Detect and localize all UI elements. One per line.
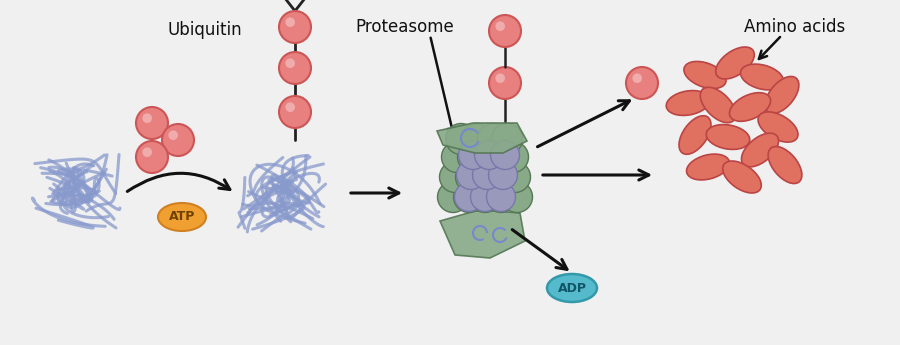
Circle shape [470, 181, 500, 213]
Circle shape [455, 161, 487, 193]
Circle shape [454, 181, 484, 213]
Circle shape [454, 183, 483, 211]
Circle shape [489, 67, 521, 99]
Ellipse shape [716, 47, 754, 79]
Ellipse shape [758, 112, 798, 142]
Ellipse shape [547, 274, 597, 302]
Circle shape [490, 141, 520, 172]
Circle shape [498, 141, 528, 172]
Ellipse shape [742, 133, 778, 167]
Circle shape [162, 124, 194, 156]
Ellipse shape [706, 125, 750, 149]
Circle shape [478, 124, 508, 155]
Ellipse shape [684, 61, 726, 89]
Circle shape [500, 161, 530, 193]
Circle shape [472, 160, 501, 189]
Ellipse shape [723, 161, 761, 193]
Circle shape [442, 141, 472, 172]
Ellipse shape [700, 87, 735, 123]
Text: Proteasome: Proteasome [356, 18, 454, 36]
Ellipse shape [765, 77, 799, 114]
Text: Ubiquitin: Ubiquitin [167, 21, 242, 39]
Circle shape [474, 140, 503, 169]
Ellipse shape [768, 147, 802, 184]
Circle shape [279, 52, 311, 84]
Circle shape [485, 181, 517, 213]
Circle shape [279, 11, 311, 43]
Text: ATP: ATP [169, 210, 195, 224]
Circle shape [472, 161, 502, 193]
Ellipse shape [158, 203, 206, 231]
Circle shape [626, 67, 658, 99]
Circle shape [142, 114, 152, 123]
Ellipse shape [741, 64, 784, 90]
Circle shape [501, 181, 533, 213]
Circle shape [489, 15, 521, 47]
Circle shape [136, 141, 168, 173]
Circle shape [458, 140, 488, 169]
Circle shape [437, 181, 469, 213]
Circle shape [495, 21, 505, 31]
Ellipse shape [679, 116, 711, 154]
Polygon shape [440, 211, 525, 258]
Circle shape [168, 130, 178, 140]
Circle shape [285, 58, 295, 68]
Circle shape [488, 161, 518, 193]
Circle shape [489, 160, 518, 189]
Circle shape [285, 102, 295, 112]
Ellipse shape [729, 93, 770, 121]
Circle shape [633, 73, 642, 83]
Circle shape [491, 124, 523, 155]
Text: Amino acids: Amino acids [744, 18, 846, 36]
Circle shape [285, 17, 295, 27]
Circle shape [462, 124, 492, 155]
Circle shape [487, 183, 516, 211]
Circle shape [471, 183, 500, 211]
Text: ADP: ADP [557, 282, 587, 295]
Circle shape [456, 160, 485, 189]
Polygon shape [437, 123, 527, 153]
Ellipse shape [687, 154, 730, 180]
Circle shape [136, 107, 168, 139]
Ellipse shape [666, 91, 710, 116]
Circle shape [279, 96, 311, 128]
Circle shape [446, 124, 476, 155]
Circle shape [142, 147, 152, 157]
Circle shape [491, 140, 519, 169]
Circle shape [473, 141, 505, 172]
Circle shape [439, 161, 471, 193]
Circle shape [495, 73, 505, 83]
Circle shape [457, 141, 489, 172]
